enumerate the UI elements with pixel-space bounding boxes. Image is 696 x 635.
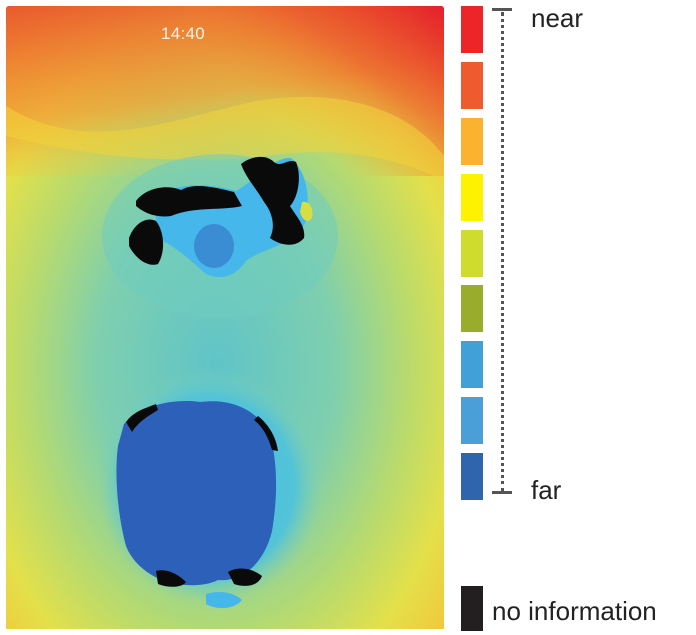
legend-swatch-far-blue [461,453,483,500]
legend-swatch-light-blue [461,341,483,388]
depth-map-screen: 14:40 [6,6,444,629]
lower-no-info-edge-bottom-right [228,568,262,586]
lower-no-info-edge-right [254,416,278,451]
upper-yellow-patch [300,201,313,221]
legend-swatch-olive [461,285,483,332]
legend-swatch-near-red [461,6,483,53]
yellow-band [6,96,444,181]
lower-object-body [116,400,277,586]
lower-no-info-edge-bottom-left [156,570,186,587]
lower-no-info-edge-left [126,404,158,432]
legend-swatch-no-information [461,586,483,631]
legend-swatch-yellow-green [461,230,483,277]
scale-dotted-line [501,12,504,492]
legend-label-far: far [531,475,562,505]
upper-object-dark-spot [194,224,234,268]
lower-object-foot [206,592,242,609]
legend-label-no-information: no information [492,596,657,626]
legend-swatch-orange [461,62,483,109]
status-bar-time: 14:40 [160,24,206,43]
legend-swatch-light-blue-2 [461,397,483,444]
legend-label-near: near [531,3,584,33]
upper-no-info-region-3 [241,156,305,245]
scale-cap-bottom [492,491,512,494]
upper-no-info-region-2 [129,219,164,265]
legend-swatch-amber [461,118,483,165]
scale-cap-top [492,8,512,11]
legend-swatch-yellow [461,174,483,221]
depth-map-image [6,6,444,629]
upper-no-info-region-1 [136,186,242,217]
